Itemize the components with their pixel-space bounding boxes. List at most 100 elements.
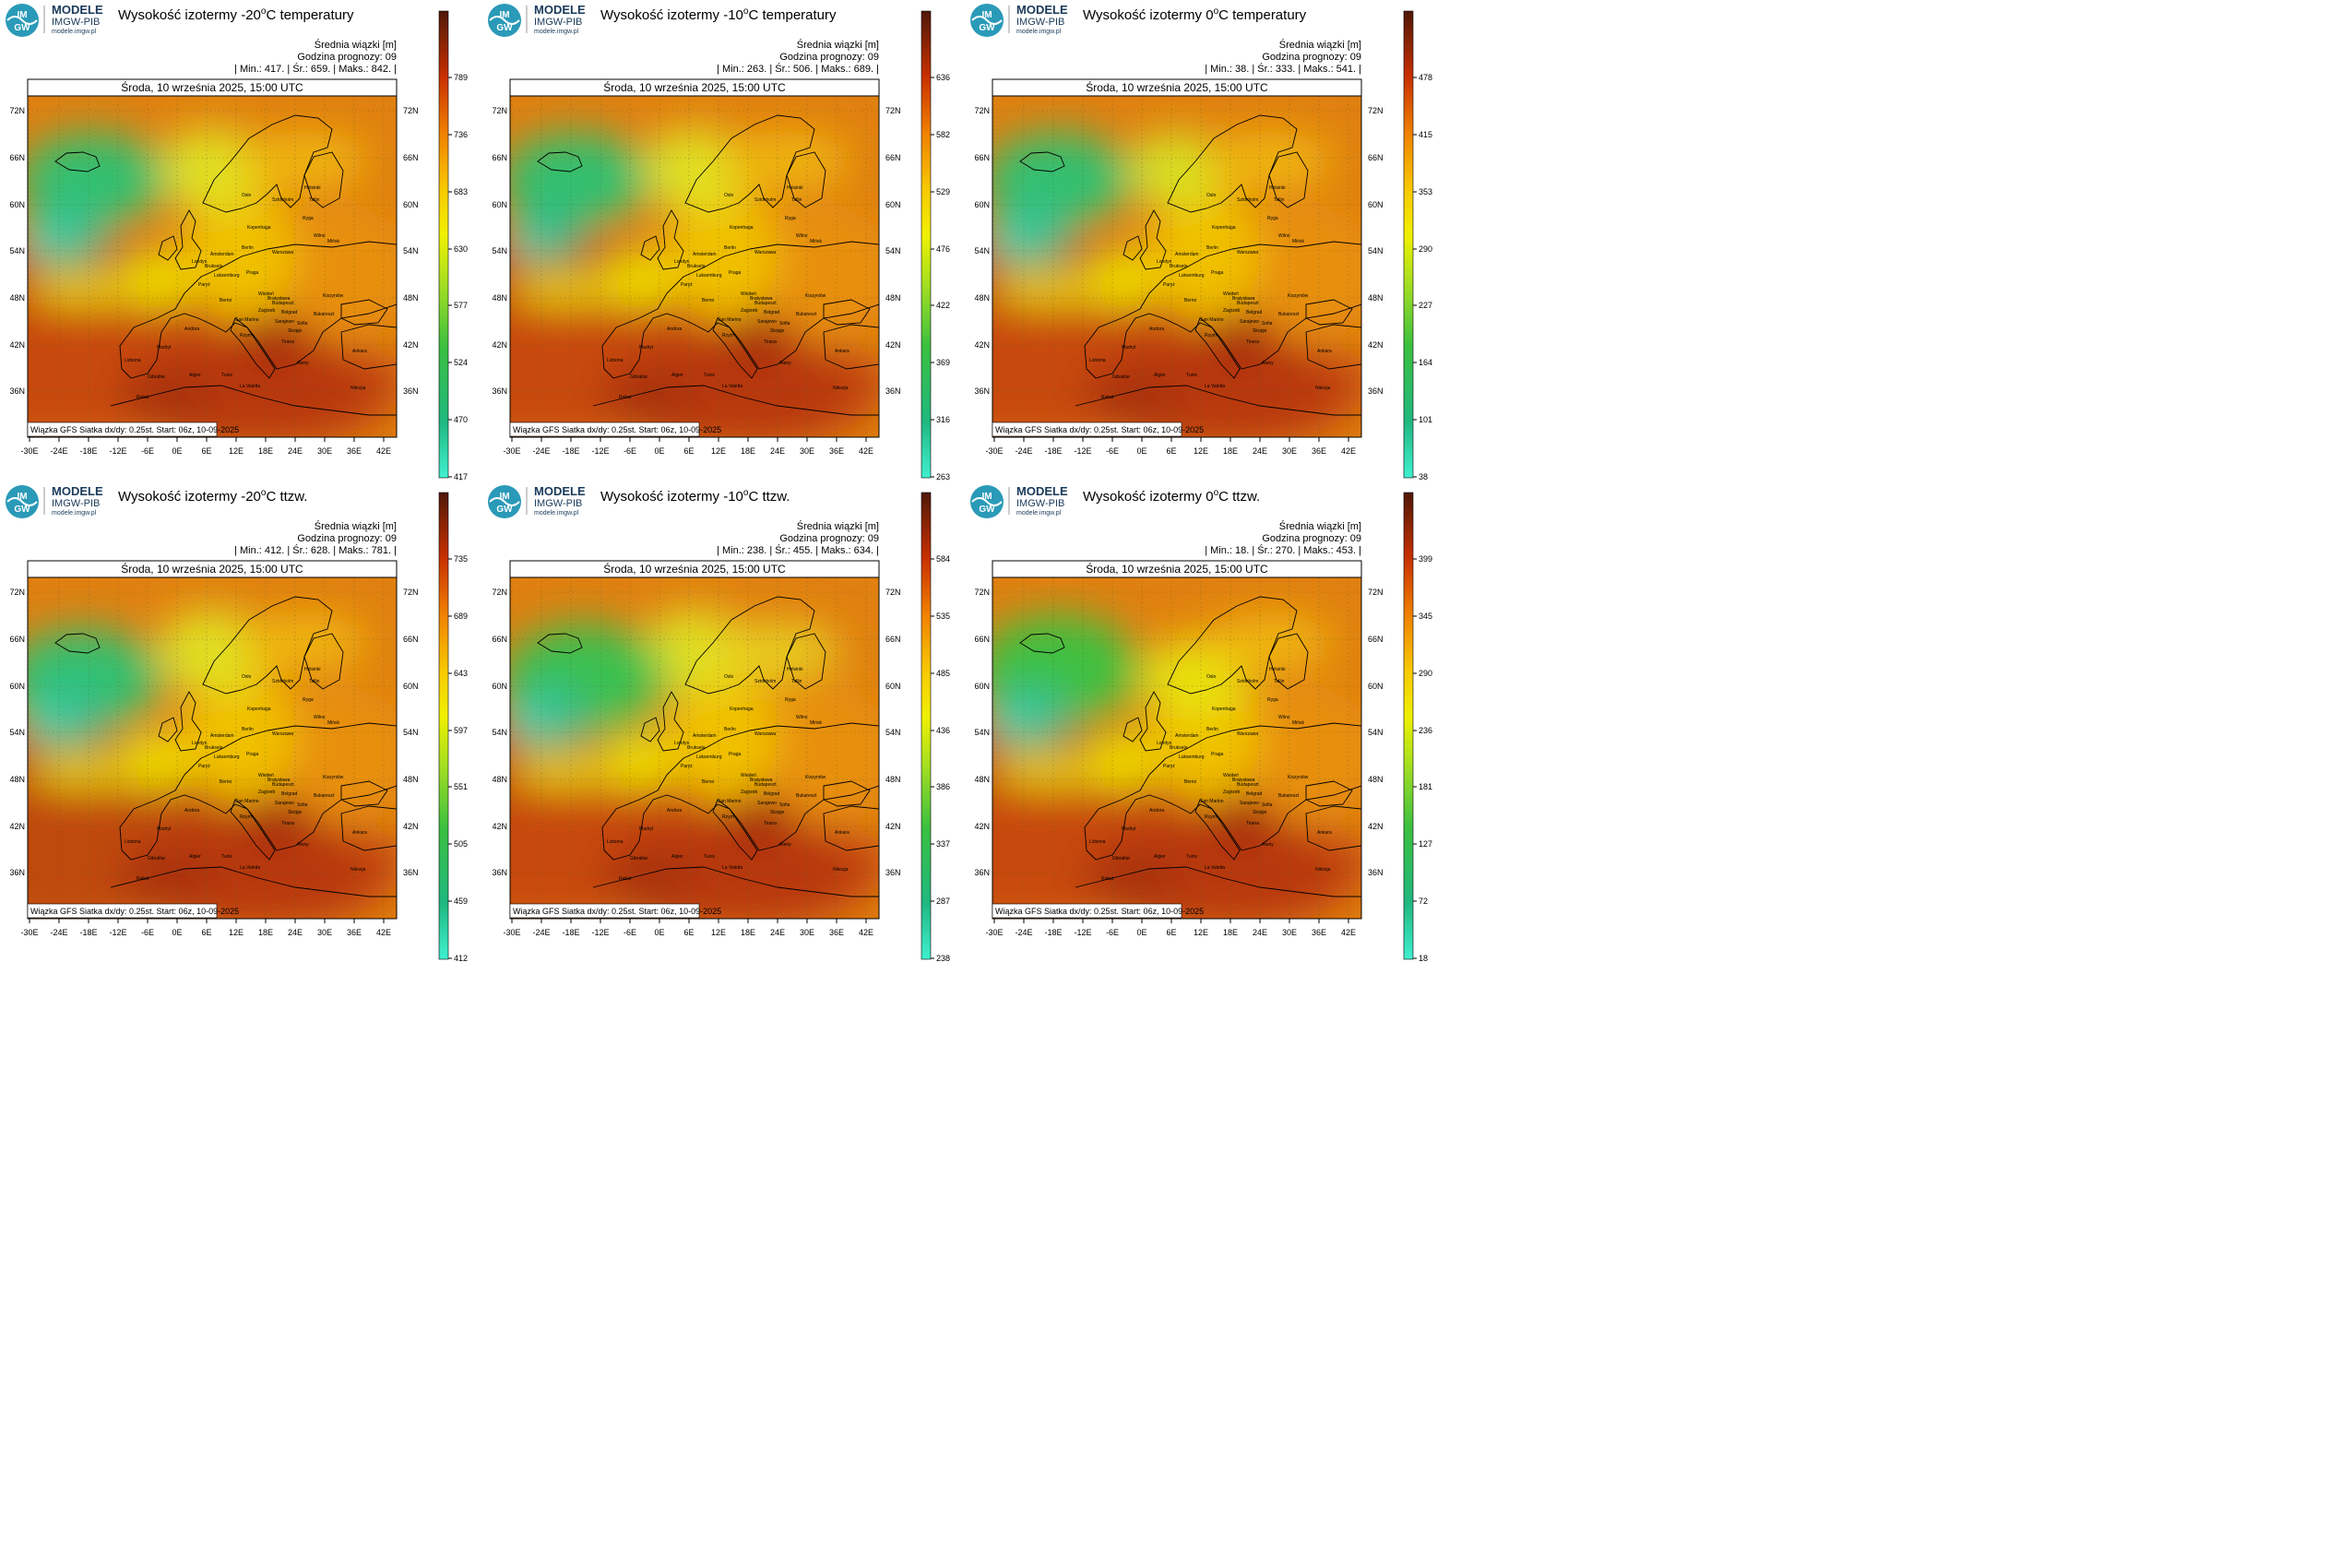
city-label: Zagrzeb xyxy=(258,790,276,795)
lat-tick-label: 36N xyxy=(403,386,419,396)
colorbar-tick-label: 72 xyxy=(1419,897,1428,906)
colorbar-tick-label: 524 xyxy=(454,358,468,367)
city-label: Oslo xyxy=(1206,674,1217,680)
logo-site: modele.imgw.pl xyxy=(52,29,97,35)
logo-org: IMGW-PIB xyxy=(52,17,100,28)
lat-tick-label: 66N xyxy=(885,635,901,644)
lon-tick-label: 36E xyxy=(1312,446,1326,456)
latitude-ticks-right: 72N 66N 60N 54N 48N 42N 36N xyxy=(403,106,419,396)
city-label: Ateny xyxy=(779,842,791,848)
city-label: Algier xyxy=(671,854,683,860)
city-label: Skopje xyxy=(288,810,303,815)
city-label: San Marino xyxy=(718,317,742,323)
colorbar-tick-label: 582 xyxy=(936,130,950,139)
city-label: Sztokholm xyxy=(272,679,293,684)
colorbar-tick-label: 369 xyxy=(936,358,950,367)
city-label: Wiedeń xyxy=(258,773,274,778)
date-line: Środa, 10 września 2025, 15:00 UTC xyxy=(603,562,786,576)
colorbar-tick-label: 127 xyxy=(1419,839,1432,849)
city-label: Algier xyxy=(189,373,201,378)
city-label: Tallin xyxy=(791,197,802,203)
logo-brand: MODELE xyxy=(52,3,103,17)
city-label: Ankara xyxy=(835,830,849,836)
city-label: Tunis xyxy=(221,373,233,378)
graticule xyxy=(28,577,397,919)
city-label: Gibraltar xyxy=(148,856,166,861)
colorbar-tick-label: 643 xyxy=(454,669,468,678)
city-label: Madryt xyxy=(157,345,172,350)
lat-tick-label: 60N xyxy=(492,682,507,691)
colorbar-tick-label: 236 xyxy=(1419,726,1432,735)
city-label: Berlin xyxy=(724,245,736,251)
date-line: Środa, 10 września 2025, 15:00 UTC xyxy=(1086,80,1268,94)
lon-tick-label: 24E xyxy=(288,446,303,456)
lon-tick-label: -6E xyxy=(1106,928,1119,937)
city-label: Algier xyxy=(1154,854,1166,860)
colorbar-tick-label: 412 xyxy=(454,954,468,963)
lat-tick-label: 36N xyxy=(885,868,901,877)
longitude-ticks: -30E -24E -18E -12E -6E 0E 6E 12E 18E 24E 30E 36E 42… xyxy=(985,919,1356,937)
lat-tick-label: 60N xyxy=(974,200,990,209)
lat-tick-label: 36N xyxy=(974,386,990,396)
city-label: Zagrzeb xyxy=(1223,790,1241,795)
forecast-panel-6: IM GW MODELE IMGW-PIB modele.imgw.pl Wys… xyxy=(965,481,1749,1265)
lat-tick-label: 54N xyxy=(974,728,990,737)
city-labels: Oslo Sztokholm Helsinki Tallin Ryga WilnoMińs… xyxy=(125,667,367,882)
logo-badge-bottom: GW xyxy=(979,23,995,33)
city-label: Sarajewo xyxy=(757,801,777,806)
city-label: Paryż xyxy=(1163,282,1175,288)
logo-badge-bottom: GW xyxy=(979,505,995,515)
lon-tick-label: 18E xyxy=(258,928,273,937)
city-label: Berno xyxy=(1184,298,1197,303)
city-label: Andora xyxy=(184,327,199,332)
colorbar-tick-label: 470 xyxy=(454,415,468,424)
city-label: Zagrzeb xyxy=(1223,308,1241,314)
city-label: Warszawa xyxy=(272,731,293,737)
lat-tick-label: 54N xyxy=(9,246,25,255)
city-label: Kiszyniów xyxy=(323,293,344,299)
city-label: Belgrad xyxy=(1246,310,1262,315)
city-labels: Oslo Sztokholm Helsinki Tallin Ryga WilnoMińs… xyxy=(1089,667,1332,882)
city-label: Ryga xyxy=(303,697,314,703)
lat-tick-label: 72N xyxy=(403,588,419,597)
lat-tick-label: 60N xyxy=(9,200,25,209)
colorbar-tick-label: 630 xyxy=(454,244,468,254)
stats-line: | Min.: 263. | Śr.: 506. | Maks.: 689. | xyxy=(717,63,879,75)
city-label: Warszawa xyxy=(1237,250,1258,255)
city-label: Rzym xyxy=(722,333,734,339)
city-label: Helsinki xyxy=(304,667,321,672)
lat-tick-label: 54N xyxy=(885,246,901,255)
colorbar-tick-label: 683 xyxy=(454,187,468,196)
city-label: Helsinki xyxy=(787,667,803,672)
forecast-panel-3: IM GW MODELE IMGW-PIB modele.imgw.pl Wys… xyxy=(965,0,1749,784)
city-label: Wiedeń xyxy=(258,291,274,297)
logo-org: IMGW-PIB xyxy=(534,17,582,28)
city-label: Budapeszt xyxy=(754,782,777,788)
lon-tick-label: -18E xyxy=(79,446,97,456)
logo-org: IMGW-PIB xyxy=(1016,17,1064,28)
city-label: Zagrzeb xyxy=(741,308,758,314)
lon-tick-label: 12E xyxy=(711,928,726,937)
logo-org: IMGW-PIB xyxy=(534,498,582,509)
city-label: Sofia xyxy=(297,321,308,327)
city-label: Berlin xyxy=(724,727,736,732)
colorbar-ticks: 399 345 290 236 181 127 72 18 xyxy=(1413,554,1432,963)
lon-tick-label: 0E xyxy=(1136,928,1146,937)
lat-tick-label: 60N xyxy=(492,200,507,209)
colorbar xyxy=(438,492,449,960)
logo-brand: MODELE xyxy=(1016,484,1068,498)
city-label: Oslo xyxy=(242,193,252,198)
city-label: Skopje xyxy=(288,328,303,334)
city-label: Gibraltar xyxy=(630,374,648,380)
lat-tick-label: 54N xyxy=(1368,728,1384,737)
lat-tick-label: 42N xyxy=(492,340,507,350)
lat-tick-label: 54N xyxy=(1368,246,1384,255)
lat-tick-label: 36N xyxy=(9,868,25,877)
city-label: Budapeszt xyxy=(272,782,294,788)
city-label: Wiedeń xyxy=(741,773,756,778)
city-label: Sofia xyxy=(1262,321,1273,327)
colorbar-tick-label: 399 xyxy=(1419,554,1432,564)
lat-tick-label: 60N xyxy=(1368,200,1384,209)
city-label: Berno xyxy=(702,298,715,303)
city-label: Madryt xyxy=(639,826,654,832)
